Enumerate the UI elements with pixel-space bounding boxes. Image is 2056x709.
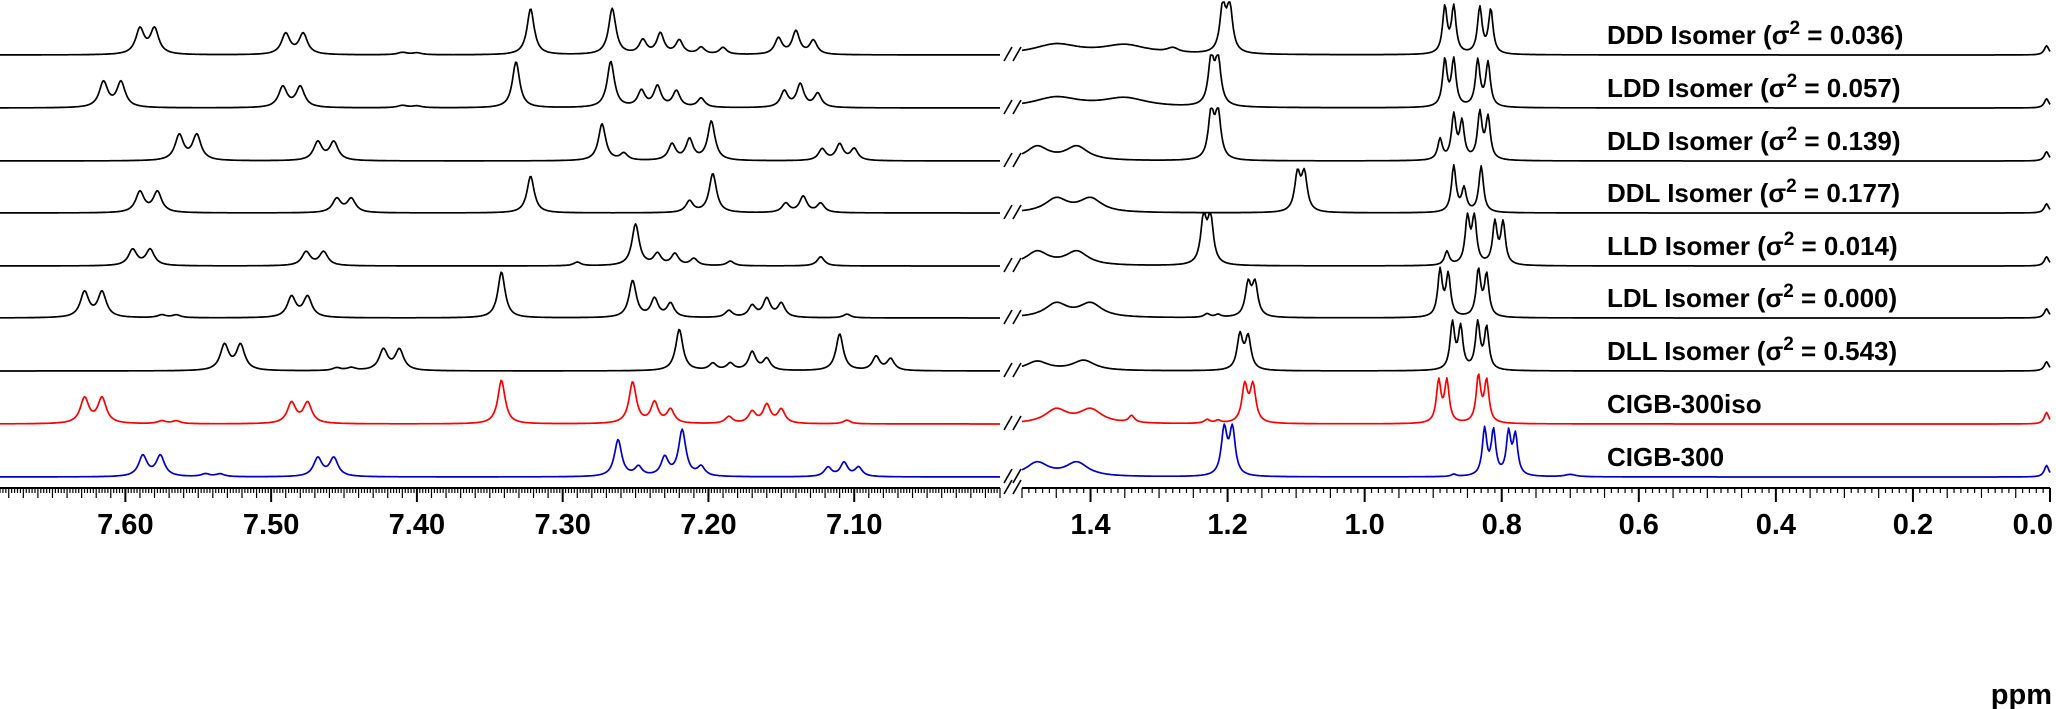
break-mark-6-1 (1003, 309, 1013, 325)
spectrum-trace-5-aliphatic (1021, 212, 2051, 267)
x-axis-label: ppm (1991, 679, 2052, 709)
series-label-8: CIGB-300iso (1607, 389, 1762, 419)
x-tick-label-14: 0.0 (2013, 509, 2053, 541)
break-mark-2-1 (1003, 99, 1013, 115)
break-mark-1-1 (1003, 46, 1013, 62)
break-mark-7-2 (1012, 362, 1022, 378)
spectrum-trace-2-aliphatic (1021, 54, 2051, 109)
x-tick-label-11: 0.6 (1619, 509, 1659, 541)
x-tick-label-3: 7.40 (389, 509, 445, 541)
x-tick-label-10: 0.8 (1482, 509, 1522, 541)
break-mark-5-2 (1012, 257, 1022, 273)
spectrum-trace-8-aromatic (0, 379, 1000, 425)
series-label-2: LDD Isomer (σ2 = 0.057) (1607, 71, 1901, 103)
x-tick-label-9: 1.0 (1345, 509, 1385, 541)
break-mark-5-1 (1003, 257, 1013, 273)
spectrum-trace-6-aromatic (0, 271, 1000, 319)
spectrum-trace-6-aliphatic (1021, 266, 2051, 319)
break-mark-7-1 (1003, 362, 1013, 378)
x-axis: 7.60 7.50 7.40 7.30 7.20 7.10 1.4 1.2 1.0 0.8 0.6 0… (0, 487, 2053, 541)
spectra-traces (0, 1, 2051, 478)
spectrum-trace-1-aliphatic (1021, 1, 2051, 56)
series-label-7: DLL Isomer (σ2 = 0.543) (1607, 334, 1897, 366)
break-mark-10-1 (1003, 479, 1013, 495)
x-tick-label-1: 7.60 (97, 509, 153, 541)
axis-break-marks (1003, 46, 1022, 495)
series-label-9: CIGB-300 (1607, 442, 1724, 472)
spectrum-trace-2-aromatic (0, 60, 1000, 109)
spectrum-trace-3-aromatic (0, 120, 1000, 162)
spectrum-trace-5-aromatic (0, 223, 1000, 267)
spectrum-trace-9-aliphatic (1021, 423, 2051, 478)
break-mark-8-1 (1003, 415, 1013, 431)
break-mark-3-1 (1003, 152, 1013, 168)
spectrum-trace-9-aromatic (0, 428, 1001, 478)
break-mark-4-1 (1003, 204, 1013, 220)
series-labels: DDD Isomer (σ2 = 0.036) LDD Isomer (σ2 = … (1607, 18, 1903, 472)
x-tick-label-2: 7.50 (243, 509, 299, 541)
x-tick-label-8: 1.2 (1207, 509, 1247, 541)
x-tick-label-12: 0.4 (1756, 509, 1796, 541)
spectrum-trace-3-aliphatic (1021, 107, 2051, 162)
break-mark-9-1 (1003, 468, 1013, 484)
series-label-6: LDL Isomer (σ2 = 0.000) (1607, 281, 1897, 313)
series-label-5: LLD Isomer (σ2 = 0.014) (1607, 229, 1898, 261)
series-label-3: DLD Isomer (σ2 = 0.139) (1607, 124, 1901, 156)
break-mark-3-2 (1012, 152, 1022, 168)
x-tick-label-5: 7.20 (680, 509, 736, 541)
break-mark-4-2 (1012, 204, 1022, 220)
series-label-1: DDD Isomer (σ2 = 0.036) (1607, 18, 1903, 50)
x-tick-label-7: 1.4 (1070, 509, 1110, 541)
x-tick-label-13: 0.2 (1893, 509, 1933, 541)
spectrum-trace-4-aliphatic (1021, 164, 2051, 214)
break-mark-9-2 (1012, 468, 1022, 484)
x-tick-label-4: 7.30 (534, 509, 590, 541)
break-mark-8-2 (1012, 415, 1022, 431)
break-mark-6-2 (1012, 309, 1022, 325)
x-tick-label-6: 7.10 (826, 509, 882, 541)
spectrum-trace-4-aromatic (0, 173, 1000, 214)
spectrum-trace-7-aromatic (0, 328, 1000, 372)
spectrum-trace-1-aromatic (0, 7, 1000, 56)
spectrum-trace-8-aliphatic (1021, 373, 2051, 425)
break-mark-10-2 (1012, 479, 1022, 495)
break-mark-1-2 (1012, 46, 1022, 62)
spectrum-trace-7-aliphatic (1021, 318, 2051, 372)
break-mark-2-2 (1012, 99, 1022, 115)
series-label-4: DDL Isomer (σ2 = 0.177) (1607, 176, 1900, 208)
